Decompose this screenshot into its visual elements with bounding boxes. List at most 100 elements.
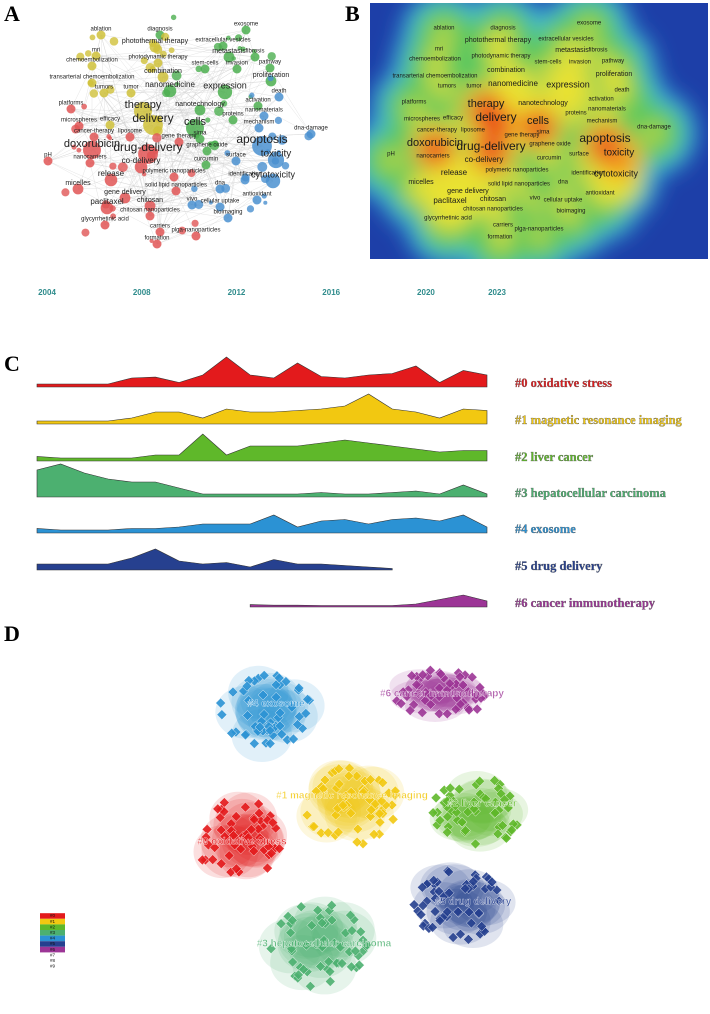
cluster-node [345,808,357,819]
keyword-label: nanomedicine [145,80,195,89]
network-node [223,213,233,223]
network-link [227,56,256,219]
cluster-node [501,832,512,844]
cluster-node [471,689,482,701]
network-node [125,132,135,142]
stream-area [36,463,488,498]
network-node [276,150,281,155]
network-node [271,157,280,165]
network-link [106,159,277,209]
cluster-node [301,809,313,821]
keyword-label: exosome [577,21,602,27]
cluster-node [344,762,355,774]
keyword-label: tumor [466,84,481,90]
x-tick-label: 2016 [322,288,340,297]
network-link [91,149,177,192]
network-link [149,205,229,219]
network-node [213,42,222,51]
network-node [71,144,77,150]
keyword-label: fibrosis [588,48,607,54]
network-link [149,188,221,217]
network-link [77,188,161,233]
network-link [93,56,256,138]
network-node [241,173,250,182]
cluster-node [315,827,327,839]
cluster-node [442,708,453,720]
network-node [89,132,99,142]
network-link [129,136,246,181]
density-blob [542,142,558,158]
cluster-node [365,774,376,785]
cluster-node [417,669,428,681]
legend-swatch [40,946,65,953]
cluster-node [450,800,461,812]
network-node [246,205,255,213]
keyword-label: chemoembolization [409,57,461,63]
keyword-label: carriers [493,223,513,229]
keyword-label: photodynamic therapy [128,55,187,61]
cluster-node [257,689,269,701]
series-label: #1 magnetic resonance imaging [515,413,683,427]
cluster-node [215,824,227,836]
network-node [145,211,155,221]
density-blob [571,152,587,168]
network-link [157,62,177,192]
network-node [157,71,169,83]
series-label: #3 hepatocellular carcinoma [515,486,667,500]
network-node [224,150,231,157]
network-link [91,82,193,206]
cluster-node [319,774,331,786]
cluster-node [225,818,237,829]
series-label: #0 oxidative stress [515,376,612,390]
cluster-node [273,672,285,684]
cluster-node [395,698,407,709]
network-link [129,136,263,147]
keyword-label: invasion [226,61,248,67]
cluster-node [312,905,323,916]
network-link [205,127,260,166]
keyword-label: identification [228,172,261,178]
network-link [219,68,238,190]
cluster-node [240,729,251,741]
density-blob [445,116,461,132]
keyword-label: platforms [59,101,84,107]
network-node [104,173,118,187]
density-blob [492,235,508,251]
network-link [110,145,263,181]
cluster-node [455,698,466,710]
cluster-node [480,793,492,804]
series-label: #6 cancer immunotherapy [515,596,656,610]
network-link [109,124,112,181]
network-node [209,140,220,151]
network-link [154,46,237,162]
keyword-label: therapy [468,98,505,110]
network-node [265,63,275,73]
density-blob [527,196,543,212]
keyword-label: apoptosis [236,132,287,146]
cluster-node [249,738,260,749]
network-node [72,183,84,195]
network-node [175,81,180,86]
cluster-node [209,842,220,853]
keyword-label: efficacy [100,117,120,123]
keyword-label: dna-damage [637,125,671,131]
cluster-node [329,937,340,949]
cluster-node [474,775,485,787]
keyword-label: vivo [530,196,541,202]
density-blob [614,88,630,104]
cluster-label: #1 magnetic resonance imaging [276,791,428,802]
network-link [47,92,132,162]
network-node [99,88,109,98]
network-link [147,153,277,161]
cluster-node [240,801,251,813]
cluster-node [427,922,438,933]
density-blob [439,84,455,100]
cluster-node [344,946,355,958]
cluster-node [316,917,328,929]
cluster-node [243,695,254,706]
cluster-node [219,797,230,808]
cluster-node [274,707,286,719]
network-link [70,108,175,178]
network-link [103,92,246,181]
cluster-node [428,875,439,886]
